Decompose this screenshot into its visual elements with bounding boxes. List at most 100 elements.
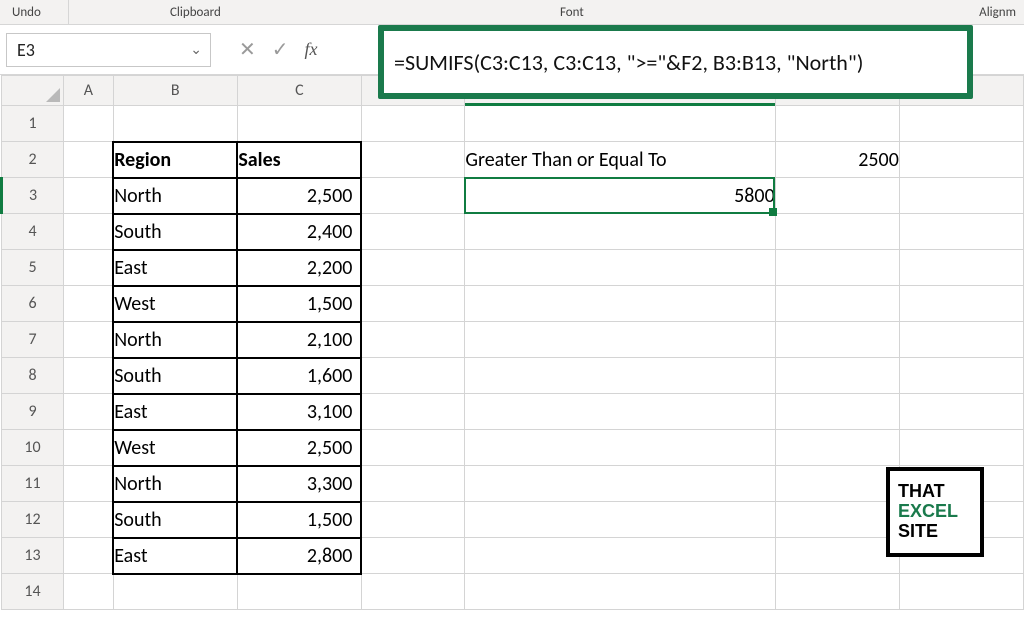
cell-F1[interactable] [775, 106, 899, 142]
cell-A12[interactable] [64, 502, 114, 538]
chevron-down-icon[interactable]: ⌄ [190, 41, 202, 58]
cell-G7[interactable] [899, 322, 1023, 358]
cell-E13[interactable] [465, 538, 775, 574]
row-header-4[interactable]: 4 [2, 214, 64, 250]
cell-F13[interactable] [775, 538, 899, 574]
cell-D14[interactable] [361, 574, 464, 610]
cell-C13[interactable]: 2,800 [237, 538, 361, 574]
col-header-c[interactable]: C [237, 76, 361, 106]
cell-A3[interactable] [64, 178, 114, 214]
cell-G14[interactable] [899, 574, 1023, 610]
cell-B13[interactable]: East [113, 538, 237, 574]
cell-F5[interactable] [775, 250, 899, 286]
row-header-2[interactable]: 2 [2, 142, 64, 178]
cell-B3[interactable]: North [113, 178, 237, 214]
col-header-b[interactable]: B [113, 76, 237, 106]
cell-D2[interactable] [361, 142, 464, 178]
cell-C9[interactable]: 3,100 [237, 394, 361, 430]
cell-F11[interactable] [775, 466, 899, 502]
row-header-3[interactable]: 3 [2, 178, 64, 214]
cell-F10[interactable] [775, 430, 899, 466]
cell-C7[interactable]: 2,100 [237, 322, 361, 358]
cell-A1[interactable] [64, 106, 114, 142]
cell-B12[interactable]: South [113, 502, 237, 538]
cell-C3[interactable]: 2,500 [237, 178, 361, 214]
cell-D10[interactable] [361, 430, 464, 466]
cell-G10[interactable] [899, 430, 1023, 466]
cell-G2[interactable] [899, 142, 1023, 178]
col-header-a[interactable]: A [64, 76, 114, 106]
cell-D3[interactable] [361, 178, 464, 214]
cell-F8[interactable] [775, 358, 899, 394]
cell-C14[interactable] [237, 574, 361, 610]
cell-G9[interactable] [899, 394, 1023, 430]
cell-C4[interactable]: 2,400 [237, 214, 361, 250]
cell-E4[interactable] [465, 214, 775, 250]
cell-C12[interactable]: 1,500 [237, 502, 361, 538]
cell-D5[interactable] [361, 250, 464, 286]
cell-B9[interactable]: East [113, 394, 237, 430]
cell-D7[interactable] [361, 322, 464, 358]
cell-C8[interactable]: 1,600 [237, 358, 361, 394]
cell-D4[interactable] [361, 214, 464, 250]
cell-A4[interactable] [64, 214, 114, 250]
cell-E14[interactable] [465, 574, 775, 610]
cell-F3[interactable] [775, 178, 899, 214]
cell-B5[interactable]: East [113, 250, 237, 286]
cell-B2[interactable]: Region [113, 142, 237, 178]
row-header-8[interactable]: 8 [2, 358, 64, 394]
undo-label[interactable]: Undo [12, 5, 41, 20]
cancel-icon[interactable]: ✕ [239, 37, 256, 62]
fx-icon[interactable]: fx [305, 39, 318, 60]
cell-A9[interactable] [64, 394, 114, 430]
cell-A11[interactable] [64, 466, 114, 502]
cell-G4[interactable] [899, 214, 1023, 250]
enter-icon[interactable]: ✓ [272, 37, 289, 62]
cell-D9[interactable] [361, 394, 464, 430]
row-header-1[interactable]: 1 [2, 106, 64, 142]
cell-F9[interactable] [775, 394, 899, 430]
cell-A2[interactable] [64, 142, 114, 178]
cell-F12[interactable] [775, 502, 899, 538]
row-header-9[interactable]: 9 [2, 394, 64, 430]
cell-A8[interactable] [64, 358, 114, 394]
cell-F4[interactable] [775, 214, 899, 250]
name-box[interactable]: E3 ⌄ [6, 33, 211, 67]
cell-B4[interactable]: South [113, 214, 237, 250]
cell-G1[interactable] [899, 106, 1023, 142]
cell-F6[interactable] [775, 286, 899, 322]
cell-D12[interactable] [361, 502, 464, 538]
row-header-12[interactable]: 12 [2, 502, 64, 538]
cell-E6[interactable] [465, 286, 775, 322]
row-header-6[interactable]: 6 [2, 286, 64, 322]
cell-D1[interactable] [361, 106, 464, 142]
cell-C1[interactable] [237, 106, 361, 142]
spreadsheet-grid[interactable]: A B C D E F G 12RegionSalesGreater Than … [0, 75, 1024, 610]
cell-C2[interactable]: Sales [237, 142, 361, 178]
cell-B7[interactable]: North [113, 322, 237, 358]
cell-E7[interactable] [465, 322, 775, 358]
cell-B8[interactable]: South [113, 358, 237, 394]
cell-B6[interactable]: West [113, 286, 237, 322]
cell-C10[interactable]: 2,500 [237, 430, 361, 466]
cell-A6[interactable] [64, 286, 114, 322]
cell-F14[interactable] [775, 574, 899, 610]
cell-A14[interactable] [64, 574, 114, 610]
row-header-7[interactable]: 7 [2, 322, 64, 358]
select-all-corner[interactable] [2, 76, 64, 106]
row-header-14[interactable]: 14 [2, 574, 64, 610]
cell-A10[interactable] [64, 430, 114, 466]
cell-D6[interactable] [361, 286, 464, 322]
cell-D11[interactable] [361, 466, 464, 502]
cell-C5[interactable]: 2,200 [237, 250, 361, 286]
cell-C11[interactable]: 3,300 [237, 466, 361, 502]
cell-D8[interactable] [361, 358, 464, 394]
cell-E8[interactable] [465, 358, 775, 394]
cell-A5[interactable] [64, 250, 114, 286]
cell-E10[interactable] [465, 430, 775, 466]
row-header-11[interactable]: 11 [2, 466, 64, 502]
cell-B10[interactable]: West [113, 430, 237, 466]
cell-G3[interactable] [899, 178, 1023, 214]
cell-B1[interactable] [113, 106, 237, 142]
formula-bar-highlight[interactable]: =SUMIFS(C3:C13, C3:C13, ">="&F2, B3:B13,… [378, 25, 973, 99]
